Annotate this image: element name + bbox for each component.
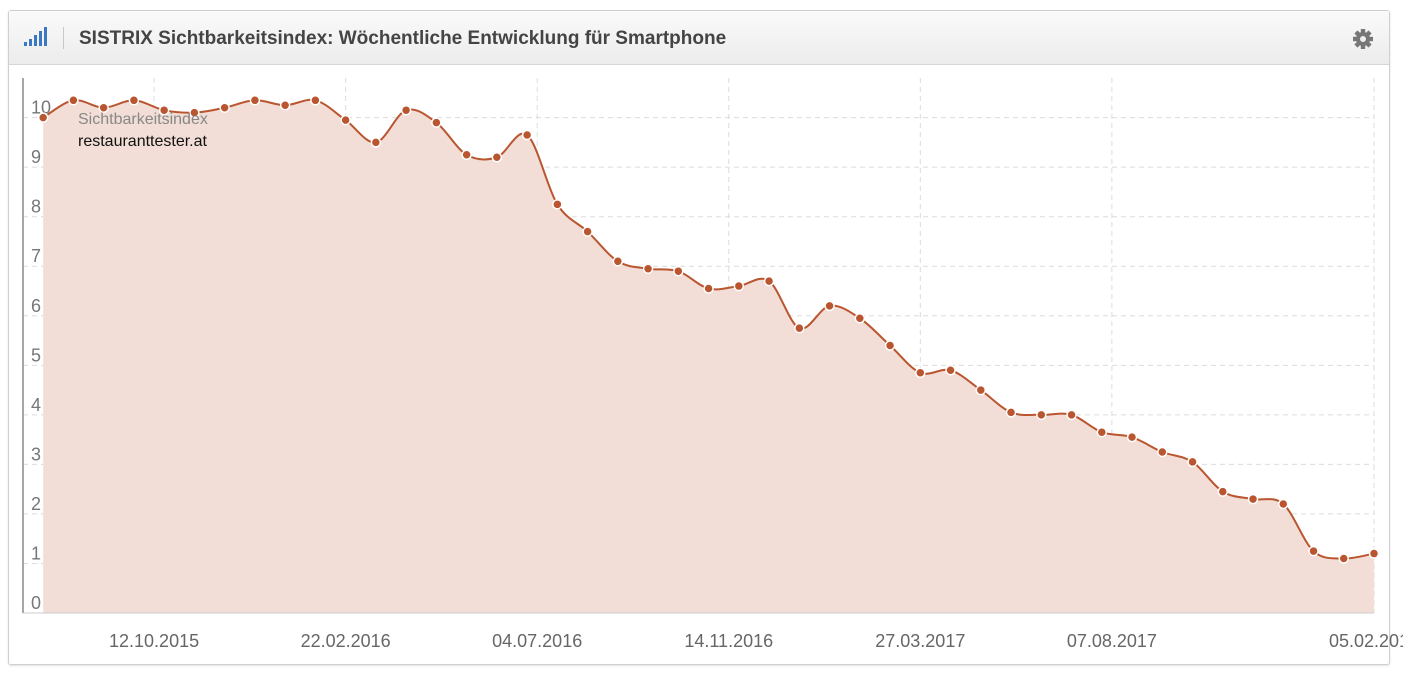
- panel-title: SISTRIX Sichtbarkeitsindex: Wöchentliche…: [79, 28, 727, 49]
- point: [763, 275, 775, 287]
- point: [249, 95, 261, 106]
- point: [431, 117, 442, 128]
- point: [1187, 456, 1198, 468]
- area: [43, 99, 1374, 613]
- y-tick-label: 2: [31, 494, 41, 514]
- point: [612, 256, 624, 267]
- point: [1036, 409, 1047, 421]
- panel-header: SISTRIX Sichtbarkeitsindex: Wöchentliche…: [9, 11, 1389, 65]
- point: [37, 112, 49, 123]
- x-tick-label: 14.11.2016: [684, 631, 773, 651]
- point: [1368, 548, 1380, 559]
- point: [1005, 407, 1017, 418]
- point: [1308, 545, 1319, 557]
- point: [642, 263, 654, 274]
- point: [158, 104, 170, 116]
- point: [824, 300, 835, 312]
- x-tick-label: 12.10.2015: [109, 631, 199, 651]
- point: [370, 137, 382, 148]
- y-tick-label: 4: [31, 395, 41, 415]
- y-tick-label: 6: [31, 296, 41, 316]
- y-tick-label: 9: [31, 147, 41, 167]
- bars-icon: [24, 27, 47, 46]
- y-tick-label: 5: [31, 345, 41, 365]
- y-tick-label: 0: [31, 593, 41, 613]
- point: [128, 95, 140, 106]
- point: [1278, 498, 1289, 510]
- point: [400, 104, 412, 116]
- point: [1157, 446, 1168, 458]
- point: [1217, 486, 1229, 497]
- separator: [63, 27, 64, 49]
- legend-title: Sichtbarkeitsindex: [78, 111, 208, 128]
- point: [310, 95, 321, 106]
- x-tick-label: 22.02.2016: [301, 631, 391, 651]
- point: [68, 95, 79, 106]
- settings-icon[interactable]: [1352, 28, 1374, 50]
- point: [189, 107, 200, 118]
- point: [1126, 431, 1138, 443]
- point: [854, 313, 866, 324]
- point: [340, 114, 351, 126]
- point: [673, 265, 684, 277]
- y-tick-label: 10: [31, 98, 51, 118]
- y-tick-label: 1: [31, 543, 41, 563]
- point: [98, 102, 109, 113]
- point: [279, 99, 291, 111]
- point: [703, 283, 714, 294]
- y-tick-label: 3: [31, 444, 41, 464]
- x-tick-label: 04.07.2016: [492, 631, 582, 651]
- point: [491, 152, 503, 163]
- point: [884, 340, 896, 351]
- point: [219, 102, 230, 113]
- point: [1096, 426, 1108, 438]
- point: [915, 367, 926, 378]
- point: [1247, 493, 1259, 505]
- point: [794, 322, 805, 334]
- point: [945, 365, 956, 376]
- x-tick-label: 07.08.2017: [1067, 631, 1157, 651]
- x-tick-label: 05.02.2018: [1329, 631, 1403, 651]
- x-tick-label: 27.03.2017: [875, 631, 965, 651]
- point: [552, 199, 563, 210]
- point: [733, 280, 745, 292]
- point: [582, 226, 593, 237]
- y-tick-label: 8: [31, 197, 41, 217]
- y-tick-label: 7: [31, 246, 41, 266]
- point: [1066, 409, 1077, 421]
- point: [521, 129, 533, 141]
- legend-entry: restauranttester.at: [78, 133, 208, 150]
- point: [975, 384, 987, 396]
- point: [1338, 553, 1350, 564]
- point: [461, 149, 472, 161]
